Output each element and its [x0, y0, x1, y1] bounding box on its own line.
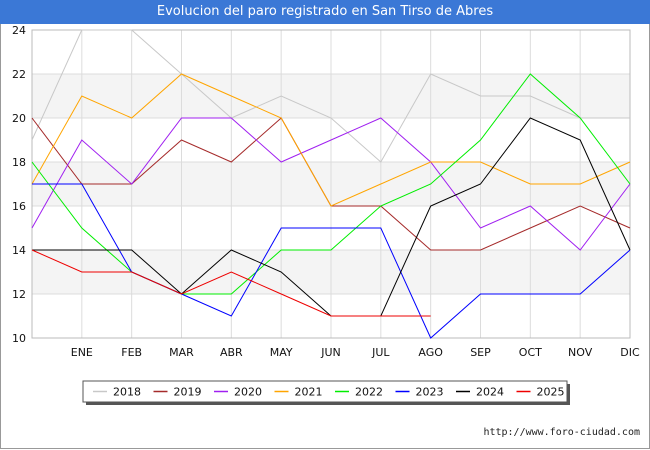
legend-label-2021: 2021	[295, 386, 323, 399]
legend-label-2023: 2023	[416, 386, 444, 399]
y-tick-label: 18	[12, 156, 26, 169]
x-tick-label: MAR	[169, 346, 194, 359]
legend-box	[82, 380, 568, 403]
x-tick-label: DIC	[620, 346, 640, 359]
x-tick-label: JUN	[320, 346, 341, 359]
series-line-2018	[31, 29, 630, 163]
legend-label-2018: 2018	[113, 386, 141, 399]
legend-label-2025: 2025	[537, 386, 565, 399]
x-tick-label: JUL	[371, 346, 390, 359]
chart-title: Evolucion del paro registrado en San Tir…	[0, 0, 650, 24]
y-tick-label: 12	[12, 288, 26, 301]
legend-label-2019: 2019	[174, 386, 202, 399]
y-tick-label: 16	[12, 200, 26, 213]
x-tick-label: ABR	[220, 346, 243, 359]
legend-label-2020: 2020	[234, 386, 262, 399]
source-url[interactable]: http://www.foro-ciudad.com	[483, 427, 640, 438]
y-tick-label: 24	[12, 24, 26, 37]
x-tick-label: OCT	[519, 346, 542, 359]
y-tick-label: 20	[12, 112, 26, 125]
y-tick-label: 22	[12, 68, 26, 81]
x-tick-label: ENE	[71, 346, 93, 359]
y-tick-label: 10	[12, 332, 26, 345]
y-tick-label: 14	[12, 244, 26, 257]
x-tick-label: FEB	[121, 346, 142, 359]
x-tick-label: SEP	[470, 346, 491, 359]
x-tick-label: AGO	[418, 346, 443, 359]
series-line-2020	[31, 117, 631, 251]
legend-label-2022: 2022	[355, 386, 383, 399]
x-tick-label: NOV	[568, 346, 593, 359]
x-tick-label: MAY	[270, 346, 293, 359]
series-line-2025	[31, 249, 431, 317]
legend-label-2024: 2024	[476, 386, 504, 399]
series-line-2021	[31, 73, 631, 207]
